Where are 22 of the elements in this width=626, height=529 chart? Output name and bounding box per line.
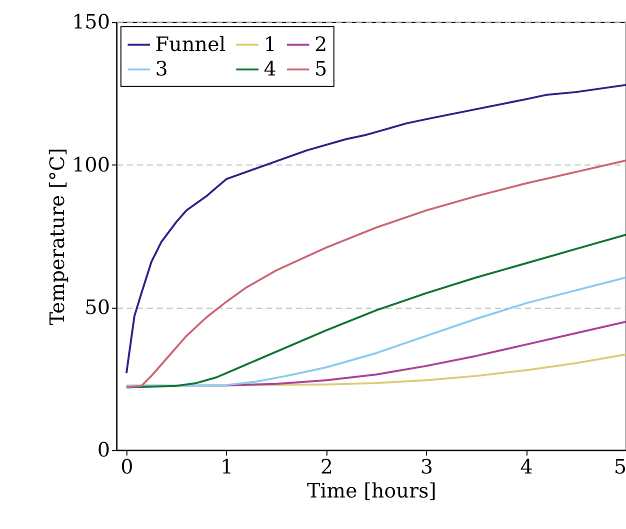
- x-tick-label: 2: [320, 456, 334, 478]
- y-tick-label: 150: [72, 10, 110, 34]
- y-tick-label: 50: [84, 296, 110, 319]
- x-tick-label: 3: [420, 456, 433, 478]
- x-axis-title: Time [hours]: [307, 479, 436, 502]
- legend-label: 4: [264, 57, 276, 80]
- line-series: [125, 234, 626, 388]
- y-axis-title: Temperature [°C]: [46, 148, 70, 326]
- x-tick-label: 0: [120, 456, 134, 478]
- legend-label: 1: [264, 32, 276, 56]
- y-tick-label: 100: [72, 153, 110, 176]
- y-tick-label: 0: [97, 438, 110, 462]
- line-series: [125, 84, 626, 374]
- legend-label: 2: [314, 32, 328, 56]
- legend-label: 3: [155, 57, 168, 80]
- line-series: [125, 276, 626, 387]
- legend-label: 5: [314, 57, 328, 80]
- legend-label: Funnel: [155, 32, 226, 56]
- x-tick-label: 4: [520, 456, 533, 478]
- line-series: [125, 160, 626, 388]
- x-tick-label: 5: [614, 456, 626, 478]
- x-tick-label: 1: [220, 456, 234, 478]
